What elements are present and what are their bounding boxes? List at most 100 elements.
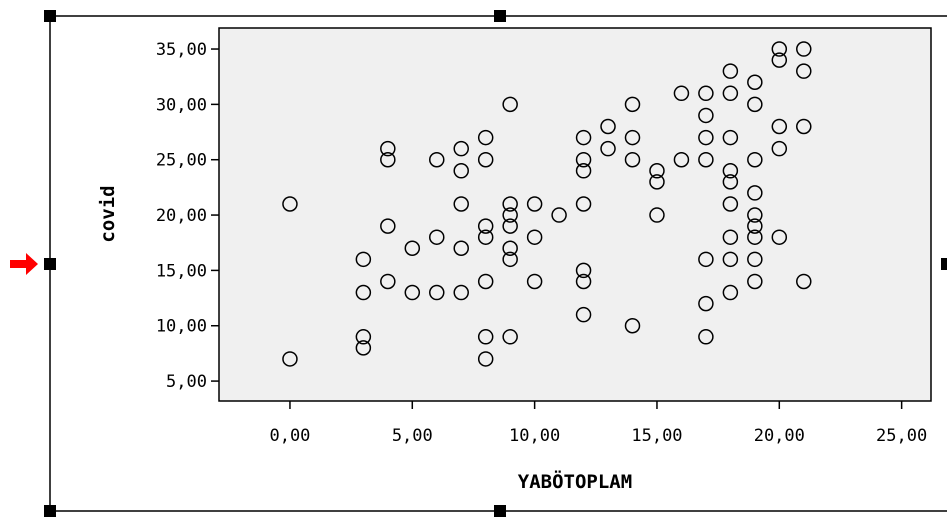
data-point <box>771 140 788 157</box>
data-point <box>477 351 494 367</box>
data-point <box>698 129 714 146</box>
x-tick-label: 0,00 <box>269 426 310 446</box>
data-point <box>722 284 739 301</box>
data-point <box>575 129 592 146</box>
data-point <box>698 329 714 345</box>
data-point <box>453 240 469 257</box>
data-point <box>502 251 518 268</box>
data-point <box>698 251 714 268</box>
data-point <box>600 118 616 135</box>
data-point <box>502 329 518 345</box>
y-tick-label: 10,00 <box>156 317 207 337</box>
data-point <box>747 74 763 90</box>
data-point <box>673 85 690 102</box>
data-point <box>355 340 372 356</box>
data-point <box>747 207 763 223</box>
data-point <box>698 151 714 168</box>
data-point <box>380 218 396 234</box>
data-point <box>355 251 372 268</box>
data-point <box>722 229 739 245</box>
data-point <box>796 63 812 79</box>
data-point <box>453 163 469 179</box>
x-axis-title: YABÖTOPLAM <box>518 469 632 493</box>
data-point <box>649 163 665 179</box>
data-point <box>575 163 592 179</box>
data-point <box>575 306 592 323</box>
data-point <box>747 273 763 290</box>
resize-handle-middle-right[interactable] <box>941 258 947 270</box>
data-point <box>624 317 641 334</box>
x-tick-label: 15,00 <box>631 426 682 446</box>
data-point <box>624 129 641 146</box>
data-point <box>502 240 518 257</box>
data-point <box>526 196 543 212</box>
selection-arrow-icon <box>10 253 38 275</box>
y-axis-title: covid <box>97 185 119 242</box>
data-point <box>404 284 421 301</box>
y-tick-label: 35,00 <box>156 40 207 60</box>
data-point <box>575 262 592 279</box>
data-point <box>502 96 518 113</box>
data-point <box>355 284 372 301</box>
data-point <box>796 118 812 135</box>
data-point <box>282 196 298 212</box>
data-point <box>429 284 445 301</box>
data-point <box>477 151 494 168</box>
data-point <box>722 174 739 190</box>
data-point <box>722 251 739 268</box>
data-point <box>698 295 714 312</box>
data-point <box>698 85 714 102</box>
data-point <box>575 151 592 168</box>
y-tick-label: 5,00 <box>166 372 207 392</box>
data-point <box>355 329 372 345</box>
x-tick-label: 20,00 <box>754 426 805 446</box>
resize-handle-top-left[interactable] <box>44 10 56 22</box>
data-point <box>747 151 763 168</box>
data-point <box>453 284 469 301</box>
data-point <box>673 151 690 168</box>
data-point <box>747 96 763 113</box>
data-point <box>477 218 494 234</box>
data-point <box>502 196 518 212</box>
data-point <box>771 229 788 245</box>
data-point <box>477 329 494 345</box>
data-point <box>747 229 763 245</box>
data-point <box>796 273 812 290</box>
data-point <box>477 273 494 290</box>
data-point <box>600 140 616 157</box>
data-point <box>477 129 494 146</box>
resize-handle-middle-left[interactable] <box>44 258 56 270</box>
data-point <box>771 52 788 68</box>
data-point <box>575 273 592 290</box>
data-point <box>502 207 518 223</box>
data-point <box>698 107 714 124</box>
data-point <box>722 163 739 179</box>
resize-handle-top-middle[interactable] <box>494 10 506 22</box>
x-tick-label: 25,00 <box>876 426 927 446</box>
data-point <box>502 218 518 234</box>
resize-handle-bottom-middle[interactable] <box>494 505 506 517</box>
data-point <box>771 118 788 135</box>
data-point <box>624 96 641 113</box>
selection-frame[interactable] <box>44 10 947 517</box>
x-tick-label: 5,00 <box>392 426 433 446</box>
data-point <box>624 151 641 168</box>
y-tick-label: 15,00 <box>156 261 207 281</box>
data-points <box>282 41 812 367</box>
data-point <box>747 251 763 268</box>
data-point <box>722 85 739 102</box>
data-point <box>771 41 788 57</box>
data-point <box>649 174 665 190</box>
data-point <box>747 218 763 234</box>
data-point <box>551 207 567 223</box>
resize-handle-bottom-left[interactable] <box>44 505 56 517</box>
data-point <box>380 140 396 157</box>
data-point <box>722 129 739 146</box>
data-point <box>404 240 421 257</box>
y-tick-label: 25,00 <box>156 151 207 171</box>
x-tick-label: 10,00 <box>509 426 560 446</box>
data-point <box>380 273 396 290</box>
data-point <box>453 196 469 212</box>
x-axis: 0,00 5,00 10,00 15,00 20,00 25,00 <box>269 401 927 446</box>
